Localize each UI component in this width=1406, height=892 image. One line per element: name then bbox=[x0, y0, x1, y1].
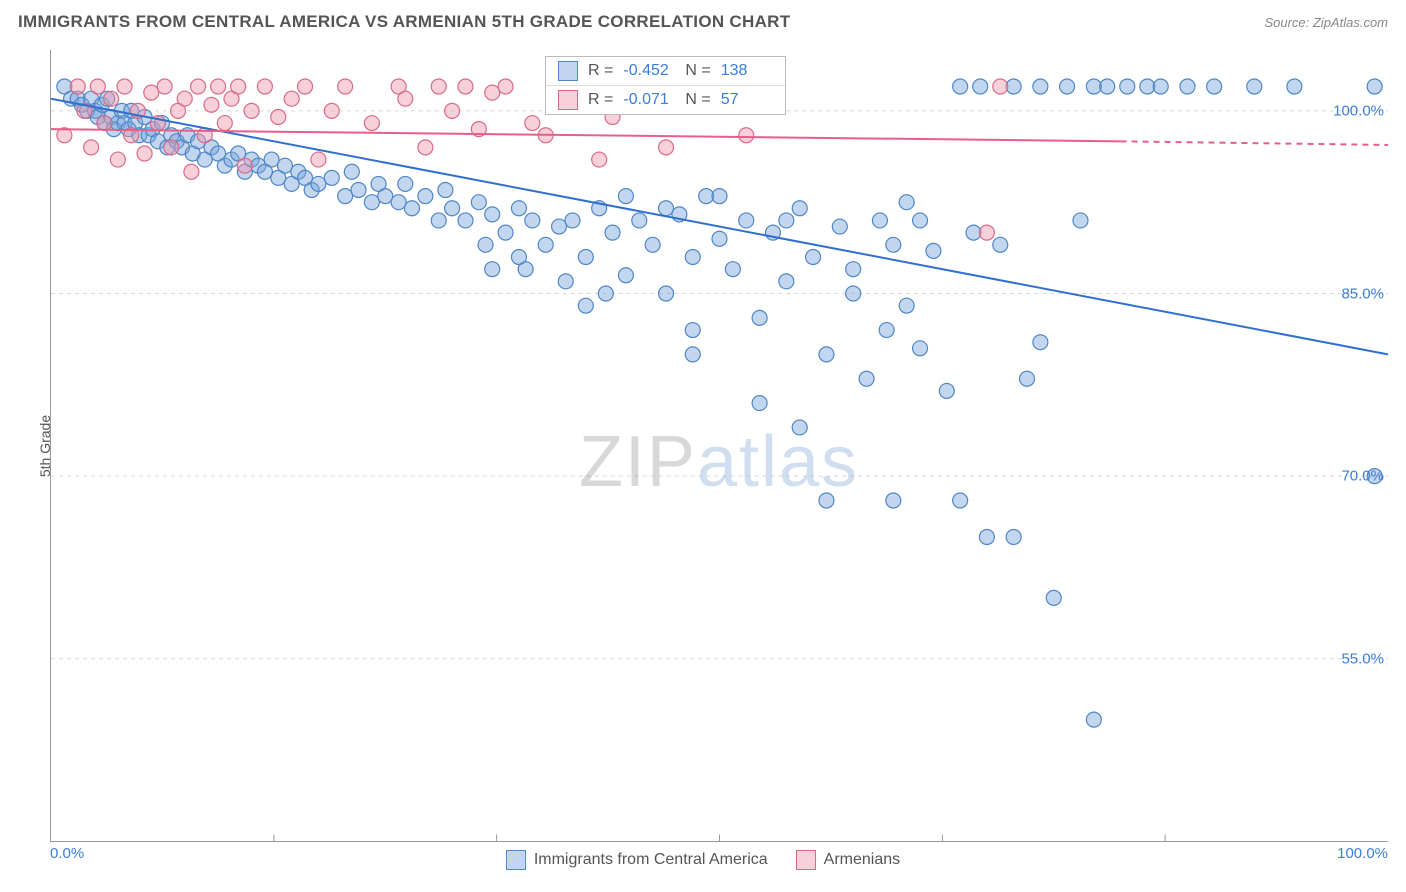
legend-swatch bbox=[796, 850, 816, 870]
series-swatch bbox=[558, 61, 578, 81]
n-value: 57 bbox=[721, 91, 773, 109]
y-tick-label: 100.0% bbox=[1333, 102, 1384, 119]
r-label: R = bbox=[588, 62, 613, 80]
chart-title: IMMIGRANTS FROM CENTRAL AMERICA VS ARMEN… bbox=[18, 12, 790, 32]
r-label: R = bbox=[588, 91, 613, 109]
stats-row: R = -0.452 N = 138 bbox=[546, 57, 785, 85]
r-value: -0.452 bbox=[623, 62, 675, 80]
title-bar: IMMIGRANTS FROM CENTRAL AMERICA VS ARMEN… bbox=[0, 0, 1406, 40]
plot-area: ZIPatlas R =-0.452N =138R =-0.071N =57 bbox=[50, 50, 1388, 842]
y-tick-label: 85.0% bbox=[1341, 285, 1384, 302]
legend-label: Armenians bbox=[824, 851, 900, 869]
y-tick-label: 70.0% bbox=[1341, 468, 1384, 485]
y-tick-label: 55.0% bbox=[1341, 651, 1384, 668]
stats-row: R = -0.071 N = 57 bbox=[546, 85, 785, 114]
correlation-stats-box: R = -0.452 N = 138 R = -0.071 N = 57 bbox=[545, 56, 786, 115]
n-label: N = bbox=[685, 91, 710, 109]
r-value: -0.071 bbox=[623, 91, 675, 109]
source-attribution: Source: ZipAtlas.com bbox=[1264, 15, 1388, 30]
legend-item: Armenians bbox=[796, 850, 900, 870]
series-swatch bbox=[558, 90, 578, 110]
bottom-legend: Immigrants from Central America Armenians bbox=[0, 850, 1406, 870]
n-value: 138 bbox=[721, 62, 773, 80]
legend-label: Immigrants from Central America bbox=[534, 851, 768, 869]
legend-item: Immigrants from Central America bbox=[506, 850, 768, 870]
n-label: N = bbox=[685, 62, 710, 80]
scatter-plot bbox=[50, 50, 1388, 842]
legend-swatch bbox=[506, 850, 526, 870]
